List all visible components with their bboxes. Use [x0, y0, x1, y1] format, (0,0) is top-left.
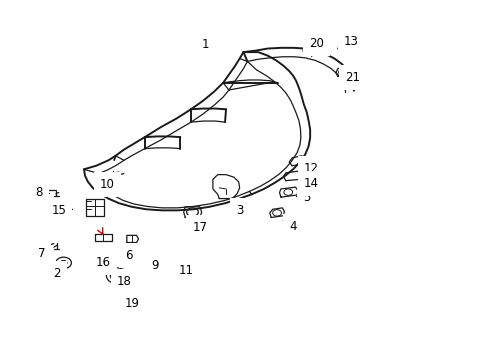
Text: 13: 13 [344, 35, 358, 49]
Text: 17: 17 [192, 221, 207, 234]
Text: 12: 12 [304, 162, 319, 175]
Text: 9: 9 [150, 258, 158, 271]
Text: 16: 16 [96, 256, 111, 269]
Text: 21: 21 [344, 71, 359, 84]
Text: 11: 11 [178, 264, 193, 276]
Text: 19: 19 [125, 297, 140, 310]
Text: 8: 8 [36, 186, 49, 199]
Text: 7: 7 [38, 247, 46, 260]
Text: 3: 3 [234, 204, 243, 217]
Text: 2: 2 [54, 267, 61, 280]
Text: 20: 20 [308, 37, 323, 51]
Text: 1: 1 [202, 38, 211, 57]
Text: 5: 5 [296, 192, 310, 204]
Text: 4: 4 [283, 220, 296, 233]
Text: 10: 10 [100, 178, 115, 191]
Text: 18: 18 [116, 275, 131, 288]
Text: 6: 6 [125, 249, 132, 262]
Text: 15: 15 [51, 204, 72, 217]
Text: 14: 14 [302, 177, 319, 190]
